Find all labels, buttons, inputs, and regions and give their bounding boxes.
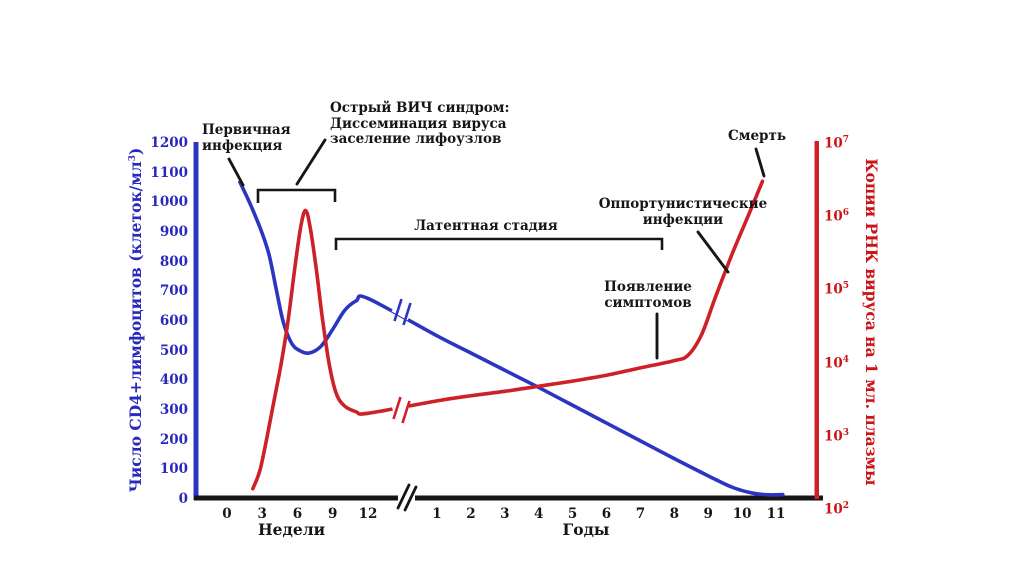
left-axis-tick: 200	[159, 431, 188, 448]
x-axis-break	[403, 485, 418, 512]
cd4-curve-break	[402, 302, 412, 326]
left-axis-tick: 1200	[150, 135, 188, 151]
rna-curve-break	[392, 396, 402, 420]
year-tick: 2	[466, 506, 476, 522]
annotation-acute-hiv: Острый ВИЧ синдром: Диссеминация вируса …	[330, 100, 510, 148]
left-axis-title-text: Число CD4+лимфоцитов (клеток/мл	[126, 161, 145, 493]
right-axis-tick-exponent: 5	[842, 281, 850, 292]
left-axis-tick: 1000	[150, 194, 188, 211]
left-axis-tick: 400	[159, 372, 188, 389]
opportunistic-pointer	[696, 230, 730, 274]
right-axis-tick-exponent: 7	[842, 135, 850, 145]
death-pointer	[754, 147, 766, 178]
year-tick: 1	[432, 506, 442, 522]
right-axis-tick-exponent: 2	[842, 501, 850, 511]
year-tick: 10	[732, 506, 752, 522]
right-axis-tick-base: 10	[824, 355, 843, 372]
left-axis-tick: 300	[159, 402, 188, 418]
acute-hiv-pointer	[295, 138, 327, 186]
year-tick: 5	[567, 506, 578, 522]
left-axis-tick: 700	[159, 283, 188, 300]
week-tick: 9	[328, 506, 338, 522]
years-unit-label: Годы	[562, 520, 610, 539]
year-tick: 6	[601, 506, 612, 522]
annotation-death: Смерть	[728, 128, 787, 144]
week-tick: 6	[292, 506, 303, 522]
annotation-line: Диссеминация вируса	[330, 115, 507, 132]
bottom-axis-line	[194, 495, 823, 501]
week-tick: 0	[222, 506, 232, 522]
right-axis-tick: 103	[824, 425, 849, 445]
right-axis-tick-base: 10	[824, 208, 843, 225]
primary-infection-pointer	[227, 157, 245, 187]
left-axis-title: Число CD4+лимфоцитов (клеток/мл3)	[126, 140, 146, 500]
annotation-line: Острый ВИЧ синдром:	[330, 100, 510, 116]
year-tick: 3	[500, 506, 510, 522]
left-axis-tick: 100	[159, 461, 188, 478]
right-axis-title: Копии РНК вируса на 1 мл. плазмы	[862, 158, 881, 486]
year-tick: 11	[766, 506, 786, 522]
right-axis-tick-base: 10	[824, 281, 843, 298]
year-tick: 4	[533, 506, 544, 522]
annotation-line: Оппортунистические	[598, 196, 768, 212]
right-axis-tick-exponent: 6	[842, 208, 850, 219]
right-axis-tick: 104	[824, 352, 849, 372]
left-axis-line	[193, 142, 199, 500]
right-axis-tick-base: 10	[824, 428, 843, 445]
week-tick: 3	[257, 506, 267, 522]
left-axis-tick: 900	[159, 224, 188, 240]
left-axis-title-close: )	[126, 147, 145, 155]
right-axis-tick-exponent: 3	[842, 427, 850, 438]
week-tick: 12	[358, 506, 378, 522]
annotation-line: Появление	[604, 279, 692, 295]
right-axis-line	[814, 141, 819, 499]
annotation-opportunistic: Оппортунистические инфекции	[583, 196, 783, 228]
year-tick: 9	[703, 506, 713, 522]
year-tick: 7	[635, 506, 646, 522]
rna-curve	[251, 179, 765, 491]
left-axis-title-sup: 3	[127, 155, 138, 162]
annotation-line: заселение лифоузлов	[330, 131, 502, 147]
annotation-latent-stage: Латентная стадия	[414, 218, 558, 234]
right-axis-tick: 106	[824, 205, 849, 225]
weeks-unit-label: Недели	[258, 520, 326, 539]
annotation-symptoms: Появление симптомов	[588, 279, 708, 311]
acute-hiv-bracket	[256, 188, 337, 203]
cd4-curve	[238, 180, 785, 497]
annotation-line: инфекции	[642, 211, 724, 228]
right-axis-tick-base: 10	[824, 501, 843, 518]
cd4-curve-break	[393, 298, 403, 322]
annotation-primary-infection: Первичная инфекция	[202, 122, 291, 154]
right-axis-tick: 102	[824, 498, 849, 518]
x-axis-break	[396, 483, 411, 510]
left-axis-tick: 1100	[150, 164, 188, 181]
annotation-line: Первичная	[202, 122, 291, 138]
left-axis-tick: 800	[159, 253, 188, 270]
right-axis-tick: 107	[824, 132, 849, 152]
left-axis-tick: 0	[178, 491, 188, 507]
rna-curve-break	[401, 400, 411, 424]
latent-stage-bracket	[334, 237, 664, 250]
right-axis-tick-base: 10	[824, 135, 843, 152]
annotation-line: инфекция	[202, 137, 283, 154]
left-axis-tick: 600	[159, 313, 188, 329]
right-axis-tick-exponent: 4	[842, 354, 850, 365]
right-axis-tick: 105	[824, 278, 849, 298]
annotation-line: симптомов	[604, 294, 692, 311]
year-tick: 8	[669, 506, 679, 522]
left-axis-tick: 500	[159, 342, 188, 359]
